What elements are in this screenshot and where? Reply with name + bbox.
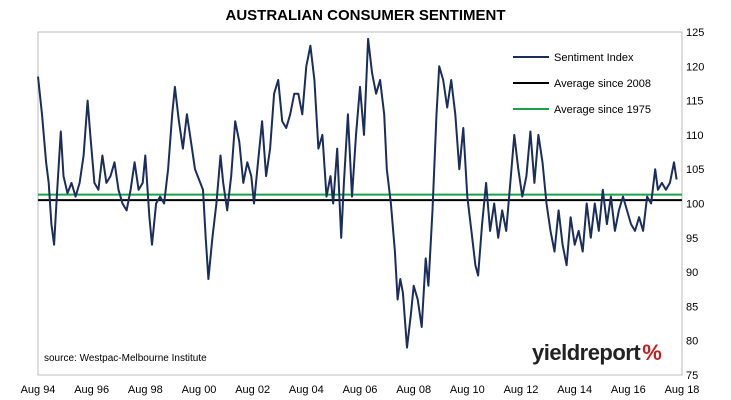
y-tick-label: 105 [686, 164, 704, 176]
y-tick-label: 100 [686, 199, 704, 211]
chart-title: AUSTRALIAN CONSUMER SENTIMENT [225, 7, 506, 24]
yieldreport-logo: yieldreport% [532, 340, 662, 366]
x-tick-label: Aug 16 [611, 384, 646, 396]
y-tick-label: 80 [686, 336, 698, 348]
y-tick-label: 115 [686, 96, 704, 108]
y-tick-label: 95 [686, 233, 698, 245]
y-tick-label: 75 [686, 370, 698, 382]
x-axis: Aug 94 Aug 96 Aug 98 Aug 00 Aug 02 Aug 04 Aug … [21, 384, 700, 396]
y-tick-label: 120 [686, 61, 704, 73]
logo-percent-mark: % [642, 340, 662, 365]
x-tick-label: Aug 94 [21, 384, 56, 396]
x-tick-label: Aug 10 [450, 384, 485, 396]
x-tick-label: Aug 18 [665, 384, 700, 396]
logo-text: yieldreport [532, 340, 641, 365]
legend-label: Average since 1975 [554, 104, 651, 116]
plot-area [37, 31, 683, 376]
x-tick-label: Aug 98 [128, 384, 163, 396]
x-tick-label: Aug 14 [557, 384, 592, 396]
y-axis: 75 80 85 90 95 100 105 110 115 120 125 [686, 27, 704, 382]
x-tick-label: Aug 02 [235, 384, 270, 396]
x-tick-label: Aug 12 [504, 384, 539, 396]
x-tick-label: Aug 06 [343, 384, 378, 396]
x-tick-label: Aug 04 [289, 384, 324, 396]
source-note: source: Westpac-Melbourne Institute [44, 353, 207, 364]
legend-label: Sentiment Index [554, 52, 634, 64]
y-tick-label: 90 [686, 267, 698, 279]
x-tick-label: Aug 96 [74, 384, 109, 396]
average-lines [38, 193, 682, 202]
y-tick-label: 110 [686, 130, 704, 142]
x-tick-label: Aug 08 [396, 384, 431, 396]
legend: Sentiment Index Average since 2008 Average… [513, 52, 651, 116]
x-tick-label: Aug 00 [182, 384, 217, 396]
legend-label: Average since 2008 [554, 78, 651, 90]
sentiment-index-line [37, 37, 678, 349]
series-layer [37, 37, 678, 349]
y-tick-label: 85 [686, 301, 698, 313]
y-tick-label: 125 [686, 27, 704, 39]
